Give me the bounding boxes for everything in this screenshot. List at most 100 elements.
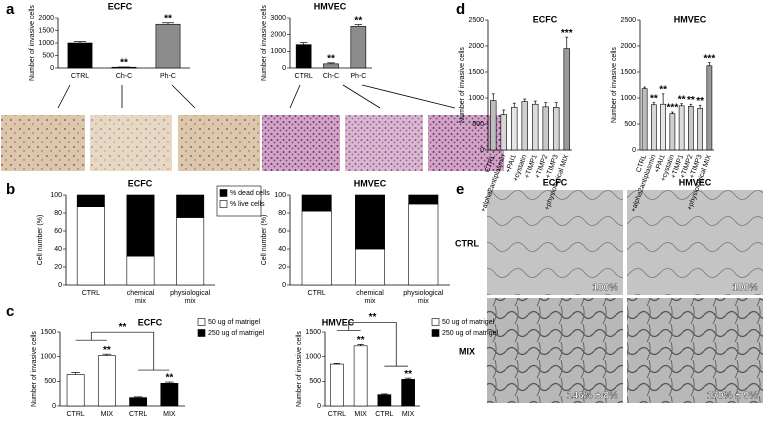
x-tick-label: physiological mix <box>170 290 211 305</box>
x-tick-label: Ph-C <box>160 73 176 80</box>
significance: ** <box>650 93 658 104</box>
bar <box>651 104 657 151</box>
y-axis-label: Number of invasive cells <box>611 47 618 123</box>
y-tick-label: 80 <box>278 210 286 217</box>
bar <box>66 374 85 407</box>
panel-letter: d <box>456 1 465 18</box>
significance: ** <box>687 95 695 106</box>
y-tick-label: 0 <box>317 403 321 410</box>
y-tick-label: 500 <box>309 378 321 385</box>
significance: ** <box>120 58 128 69</box>
image-label: 100% <box>732 283 758 294</box>
y-tick-label: 1500 <box>305 329 321 336</box>
legend-swatch <box>431 329 440 337</box>
y-tick-label: 2000 <box>38 15 54 22</box>
x-tick-label: CTRL <box>82 290 100 297</box>
bar <box>563 48 570 151</box>
image-label: 170% ± 9% <box>707 391 758 402</box>
significance: ** <box>357 335 365 346</box>
bar <box>377 394 392 407</box>
bar <box>500 114 507 151</box>
x-tick-label: CTRL <box>308 290 326 297</box>
micrograph <box>262 115 340 171</box>
y-tick-label: 0 <box>52 403 56 410</box>
micrograph <box>627 298 763 403</box>
significance: ** <box>119 322 127 333</box>
bar <box>129 397 148 407</box>
panel-letter: a <box>6 1 15 18</box>
x-tick-label: CTRL <box>66 411 84 418</box>
chart-title: ECFC <box>108 1 133 11</box>
x-tick-label: physiological mix <box>403 290 444 305</box>
y-tick-label: 100 <box>274 192 286 199</box>
legend-label: 250 ug of matrigel <box>208 330 264 337</box>
bar <box>401 379 415 407</box>
arrows <box>57 84 456 109</box>
bar <box>330 363 344 407</box>
y-axis-label: Cell number (%) <box>261 215 268 266</box>
y-tick-label: 0 <box>282 65 286 72</box>
significance: *** <box>561 28 573 39</box>
y-tick-label: 100 <box>50 192 62 199</box>
bar-segment <box>176 217 205 286</box>
y-tick-label: 0 <box>282 282 286 289</box>
significance: ** <box>103 345 111 356</box>
y-tick-label: 0 <box>632 147 636 154</box>
x-tick-label: CTRL <box>129 411 147 418</box>
micrograph <box>90 115 172 171</box>
panel-letter: e <box>456 181 464 198</box>
y-tick-label: 2000 <box>620 43 636 50</box>
y-axis-label: Number of invasive cells <box>296 331 303 407</box>
bar <box>511 107 518 151</box>
x-tick-label: Ch-C <box>323 73 339 80</box>
x-tick-label: MIX <box>402 411 415 418</box>
bar-segment <box>355 194 385 250</box>
bar-segment <box>408 203 439 286</box>
y-tick-label: 1000 <box>305 354 321 361</box>
micrograph <box>487 190 623 295</box>
legend-swatch <box>197 318 206 326</box>
x-tick-label: CTRL <box>328 411 346 418</box>
bar-segment <box>176 194 205 218</box>
y-axis-label: Number of invasive cells <box>459 47 466 123</box>
legend-swatch <box>219 189 228 197</box>
bar <box>521 101 528 151</box>
bar <box>155 23 181 69</box>
x-tick-label: CTRL <box>295 73 313 80</box>
y-tick-label: 1500 <box>40 329 56 336</box>
y-tick-label: 500 <box>624 121 636 128</box>
bar <box>160 383 179 407</box>
bar-segment <box>126 255 155 286</box>
y-tick-label: 20 <box>54 264 62 271</box>
bar <box>353 345 368 407</box>
bar <box>553 107 560 151</box>
bar-segment <box>301 210 332 286</box>
significance: ** <box>327 53 335 64</box>
bar <box>67 42 93 69</box>
chart-title: HMVEC <box>354 178 387 188</box>
column-label: HMVEC <box>679 177 712 187</box>
bar <box>706 65 713 151</box>
y-tick-label: 500 <box>472 121 484 128</box>
bar <box>660 103 666 151</box>
y-tick-label: 1000 <box>468 95 484 102</box>
significance: *** <box>667 103 679 114</box>
significance: ** <box>696 96 704 107</box>
chart-title: HMVEC <box>674 14 707 24</box>
x-tick-label: Ch-C <box>116 73 132 80</box>
y-tick-label: 60 <box>54 228 62 235</box>
y-tick-label: 1500 <box>468 69 484 76</box>
significance: ** <box>369 312 377 323</box>
y-tick-label: 3000 <box>270 15 286 22</box>
y-tick-label: 500 <box>42 52 54 59</box>
y-tick-label: 1500 <box>620 69 636 76</box>
chart-title: ECFC <box>128 178 153 188</box>
bar <box>97 355 116 407</box>
y-tick-label: 1000 <box>620 95 636 102</box>
panel-letter: c <box>6 303 14 320</box>
significance: ** <box>164 13 172 24</box>
legend-label: 250 ug of matrigel <box>442 330 498 337</box>
bar <box>688 106 694 151</box>
significance: ** <box>165 373 173 384</box>
